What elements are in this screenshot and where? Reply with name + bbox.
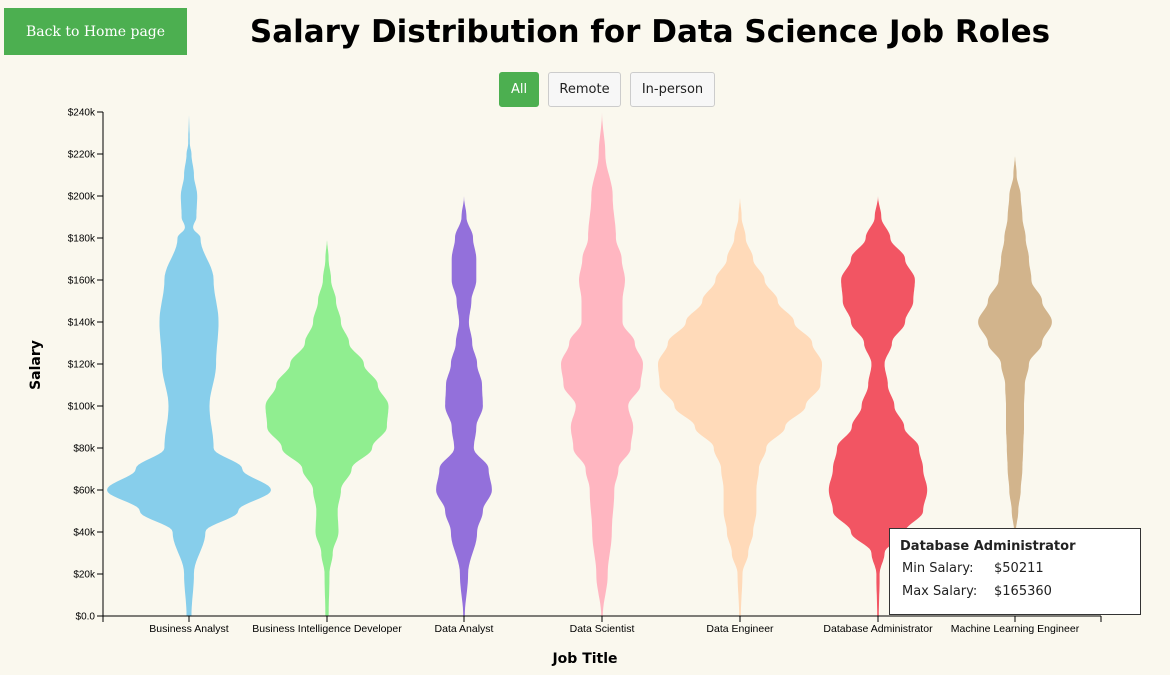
x-tick-label: Data Engineer <box>706 623 774 635</box>
tooltip-max-row: Max Salary: $165360 <box>900 584 1130 607</box>
y-axis-label: Salary <box>28 340 44 390</box>
page-title: Salary Distribution for Data Science Job… <box>249 14 1051 50</box>
tooltip-max-label: Max Salary: <box>902 584 978 599</box>
filter-remote-button[interactable]: Remote <box>548 72 621 107</box>
x-tick-label: Data Scientist <box>570 623 635 635</box>
violin-business-intelligence-developer[interactable] <box>265 238 389 616</box>
y-tick-label: $40k <box>73 528 96 539</box>
y-tick-label: $120k <box>68 360 96 371</box>
violins-layer <box>107 112 1052 616</box>
y-tick-label: $0.0 <box>76 612 96 623</box>
tooltip-max-value: $165360 <box>994 584 1052 599</box>
y-tick-label: $240k <box>68 108 96 119</box>
y-axis: $0.0 $20k $40k $60k $80k $100k $120k $140k $160k… <box>68 108 104 623</box>
filter-group: All Remote In-person <box>0 72 1170 108</box>
x-tick-label: Database Administrator <box>823 623 933 635</box>
x-tick-label: Business Analyst <box>149 623 228 635</box>
tooltip-min-label: Min Salary: <box>902 561 974 576</box>
violin-machine-learning-engineer[interactable] <box>978 154 1052 532</box>
tooltip-min-value: $50211 <box>994 561 1044 576</box>
tooltip: Database Administrator Min Salary: $5021… <box>889 528 1141 615</box>
y-tick-label: $200k <box>68 192 96 203</box>
filter-in-person-button[interactable]: In-person <box>630 72 715 107</box>
y-tick-label: $20k <box>73 570 96 581</box>
x-tick-label: Business Intelligence Developer <box>252 623 402 635</box>
x-axis: Business Analyst Business Intelligence De… <box>102 615 1102 635</box>
x-axis-label: Job Title <box>551 651 617 667</box>
filter-all-button[interactable]: All <box>499 72 539 107</box>
y-tick-label: $220k <box>68 150 96 161</box>
y-tick-label: $180k <box>68 234 96 245</box>
y-tick-label: $140k <box>68 318 96 329</box>
tooltip-title: Database Administrator <box>900 539 1076 554</box>
violin-database-administrator[interactable] <box>828 196 928 616</box>
y-tick-label: $100k <box>68 402 96 413</box>
back-home-button[interactable]: Back to Home page <box>4 8 187 55</box>
y-tick-label: $60k <box>73 486 96 497</box>
violin-data-engineer[interactable] <box>658 196 822 616</box>
violin-data-analyst[interactable] <box>436 196 492 616</box>
tooltip-min-row: Min Salary: $50211 <box>900 561 1130 584</box>
y-tick-label: $160k <box>68 276 96 287</box>
violin-business-analyst[interactable] <box>107 112 271 616</box>
y-tick-label: $80k <box>73 444 96 455</box>
x-tick-label: Machine Learning Engineer <box>951 623 1080 635</box>
violin-data-scientist[interactable] <box>561 112 643 616</box>
x-tick-label: Data Analyst <box>435 623 494 635</box>
